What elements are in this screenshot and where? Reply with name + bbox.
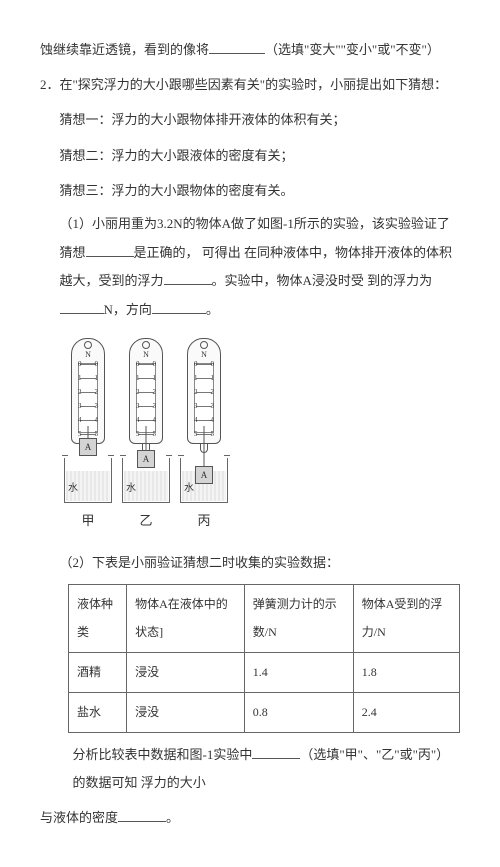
panel-caption: 甲 [81, 505, 94, 536]
table-header: 物体A受到的浮力/N [353, 584, 459, 653]
table-row: 酒精浸没1.41.8 [69, 653, 460, 693]
guess-3: 猜想三：浮力的大小跟物体的密度有关。 [60, 175, 461, 206]
table-cell: 1.8 [353, 653, 459, 693]
part1-f: N，方向 [104, 302, 152, 317]
top-line: 蚀继续靠近透镜，看到的像将 （选填"变大""变小"或"不变"） [40, 34, 460, 65]
gauge-column: N 001122334455 A水丙 [180, 338, 228, 536]
blank [86, 243, 134, 257]
table-cell: 酒精 [69, 653, 127, 693]
hook-top-icon [142, 341, 150, 349]
blank [118, 808, 166, 822]
blank [152, 300, 206, 314]
table-header: 物体A在液体中的状态] [127, 584, 245, 653]
water-label: 水 [68, 477, 78, 501]
guess-2: 猜想二：浮力的大小跟液体的密度有关； [60, 140, 461, 171]
table-row: 盐水浸没0.82.4 [69, 693, 460, 733]
q2-intro: 2．在"探究浮力的大小跟哪些因素有关"的实验时，小丽提出如下猜想： [40, 69, 460, 100]
gauge-column: N001122334455A水甲 [64, 338, 112, 536]
data-table: 液体种类物体A在液体中的状态]弹簧测力计的示数/N物体A受到的浮力/N酒精浸没1… [68, 584, 460, 733]
scale-inner: 001122334455 [78, 363, 98, 433]
unit-label: N [85, 351, 91, 359]
scale-inner: 001122334455 [194, 363, 214, 433]
table-cell: 盐水 [69, 693, 127, 733]
water-label: 水 [126, 477, 136, 501]
panel-caption: 丙 [197, 505, 210, 536]
blank [209, 40, 265, 54]
gauge-column: N 001122334455 A水乙 [122, 338, 170, 536]
analysis-a: 分析比较表中数据和图-1实验中 [73, 747, 253, 762]
block-a: A [79, 438, 97, 456]
block-a: A [137, 450, 155, 468]
block-a: A [195, 466, 213, 484]
analysis-line2: 与液体的密度 。 [40, 802, 460, 833]
part1: （1）小丽用重为3.2N的物体A做了如图-1所示的实验，该实验验证了猜想是正确的… [60, 210, 461, 324]
table-cell: 1.4 [244, 653, 353, 693]
analysis-d: 。 [166, 810, 179, 825]
part1-d: 。实验中，物体A浸没时受 [212, 273, 364, 288]
part1-e: 到的浮力为 [367, 273, 432, 288]
blank [60, 300, 104, 314]
table-cell: 浸没 [127, 693, 245, 733]
analysis-c: 与液体的密度 [40, 810, 118, 825]
water-label: 水 [184, 477, 194, 501]
top-line-suffix: （选填"变大""变小"或"不变"） [265, 42, 440, 57]
wire [88, 426, 89, 438]
panel-caption: 乙 [139, 505, 152, 536]
blank [164, 271, 212, 285]
unit-label: N [143, 351, 149, 359]
part1-b: 是正确的， [134, 245, 199, 260]
analysis: 分析比较表中数据和图-1实验中（选填"甲"、"乙"或"丙"）的数据可知 浮力的大… [73, 741, 461, 798]
table-cell: 浸没 [127, 653, 245, 693]
hook-top-icon [84, 341, 92, 349]
beaker: A水 [180, 458, 228, 503]
table-cell: 2.4 [353, 693, 459, 733]
blank [252, 745, 300, 759]
part2-intro: （2）下表是小丽验证猜想二时收集的实验数据： [60, 547, 461, 578]
top-line-prefix: 蚀继续靠近透镜，看到的像将 [40, 42, 209, 57]
hook-top-icon [200, 341, 208, 349]
figure: N001122334455A水甲N001122334455A水乙N0011223… [64, 338, 460, 536]
guess-1: 猜想一：浮力的大小跟物体排开液体的体积有关； [60, 104, 461, 135]
part1-g: 。 [206, 302, 219, 317]
wire [146, 426, 147, 450]
scale-inner: 001122334455 [136, 363, 156, 433]
table-header: 弹簧测力计的示数/N [244, 584, 353, 653]
beaker: A水 [64, 458, 112, 503]
beaker: A水 [122, 458, 170, 503]
table-cell: 0.8 [244, 693, 353, 733]
unit-label: N [201, 351, 207, 359]
table-header: 液体种类 [69, 584, 127, 653]
wire [204, 426, 205, 466]
